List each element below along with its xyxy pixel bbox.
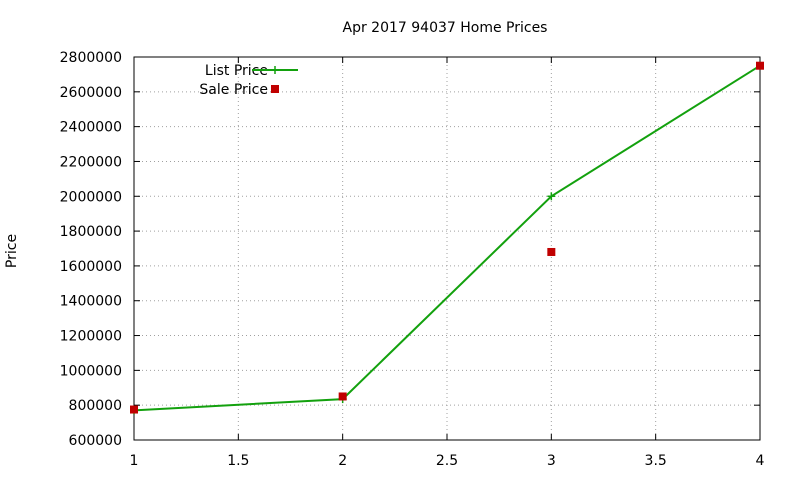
y-tick-label: 2000000	[60, 189, 122, 205]
y-tick-label: 2200000	[60, 154, 122, 170]
axes: 1 1.5 2 2.5 3 3.5 4 600000 800000 1000000 1200000 1…	[60, 50, 765, 469]
legend-swatch	[271, 85, 279, 93]
x-tick-label: 3	[547, 453, 556, 469]
x-tick-label: 1	[130, 453, 139, 469]
y-tick-label: 1600000	[60, 259, 122, 275]
y-tick-label: 600000	[69, 433, 122, 449]
legend: List Price Sale Price	[199, 63, 298, 98]
x-tick-label: 2.5	[436, 453, 458, 469]
legend-label: List Price	[205, 63, 268, 79]
sale-price-point	[338, 392, 347, 401]
sale-price-point	[756, 61, 764, 70]
y-axis-label: Price	[4, 234, 20, 268]
legend-label: Sale Price	[199, 82, 268, 98]
x-tick-label: 4	[756, 453, 765, 469]
y-tick-label: 1000000	[60, 363, 122, 379]
x-tick-label: 1.5	[227, 453, 249, 469]
y-tick-label: 1200000	[60, 329, 122, 345]
series-layer	[130, 61, 764, 415]
x-tick-label: 2	[338, 453, 347, 469]
y-tick-label: 2400000	[60, 120, 122, 136]
sale-price-point	[130, 405, 138, 414]
legend-item-list-price: List Price	[205, 63, 298, 79]
y-tick-label: 1400000	[60, 294, 122, 310]
list-price-line	[133, 64, 761, 412]
y-tick-label: 1800000	[60, 224, 122, 240]
y-tick-label: 2600000	[60, 85, 122, 101]
legend-item-sale-price: Sale Price	[199, 82, 279, 98]
y-tick-label: 2800000	[60, 50, 122, 66]
grid	[134, 57, 760, 440]
plot-frame	[133, 56, 761, 441]
sale-price-point	[547, 247, 556, 256]
x-tick-label: 3.5	[645, 453, 667, 469]
y-tick-label: 800000	[69, 398, 122, 414]
list-price-point	[547, 192, 556, 201]
chart-title: Apr 2017 94037 Home Prices	[343, 20, 548, 36]
